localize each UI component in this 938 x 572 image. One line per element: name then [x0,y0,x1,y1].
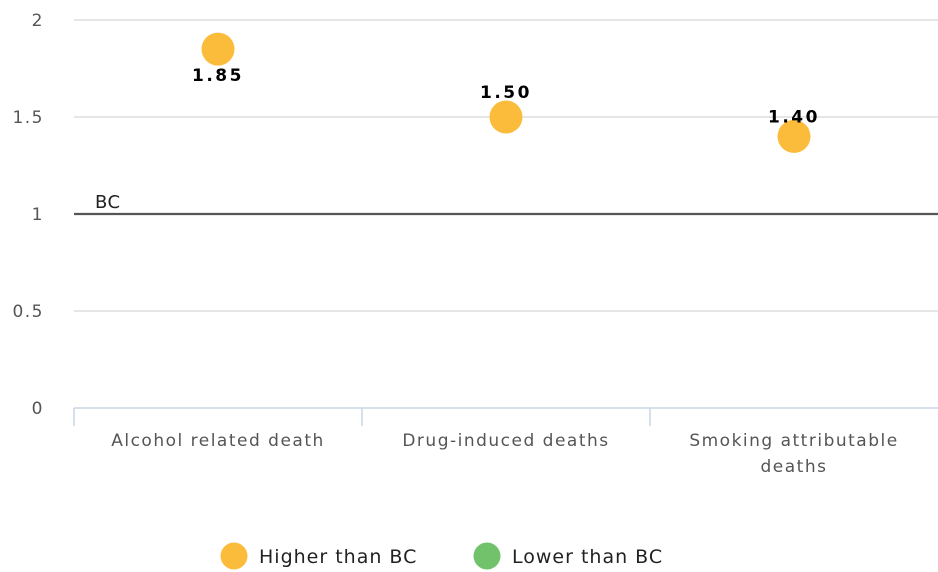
y-tick-label: 2 [32,11,44,31]
data-label: 1.85 [192,66,244,86]
x-category-label: Alcohol related death [111,431,325,451]
x-category-label: Smoking attributable deaths [689,431,898,477]
data-point [777,119,811,153]
y-tick-label: 0 [32,399,44,419]
bc-reference-line: BC [74,192,938,216]
data-point [201,32,235,66]
legend: Higher than BC Lower than BC [220,542,663,570]
data-label: 1.50 [480,83,532,103]
data-points: 1.85 1.50 1.40 [192,32,820,153]
y-axis-tick-labels: 0 0.5 1 1.5 2 [12,11,44,419]
legend-item-label: Higher than BC [259,546,417,568]
reference-line-label: BC [95,192,121,213]
x-category-label: Drug-induced deaths [402,431,609,451]
legend-item-label: Lower than BC [512,546,663,568]
y-tick-label: 1.5 [12,108,44,128]
x-axis: Alcohol related death Drug-induced deaths… [73,407,938,477]
data-label: 1.40 [768,107,820,127]
y-tick-label: 1 [32,205,44,225]
gridlines [74,19,938,312]
legend-swatch [220,542,248,570]
data-point [489,100,523,134]
legend-swatch [473,542,501,570]
y-tick-label: 0.5 [12,302,44,322]
